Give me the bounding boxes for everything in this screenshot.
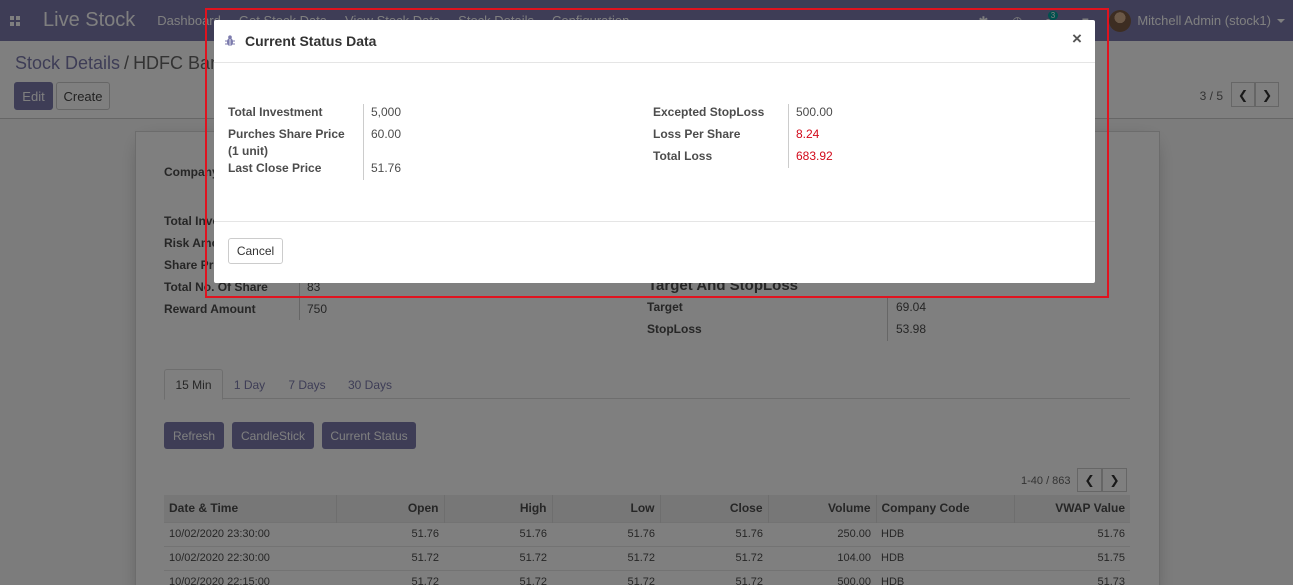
field-label: Last Close Price bbox=[228, 161, 322, 175]
modal-footer: Cancel bbox=[214, 221, 1095, 283]
field-value: 500.00 bbox=[796, 105, 833, 119]
current-status-dialog: Current Status Data × Total Investment 5… bbox=[214, 20, 1095, 283]
field-divider bbox=[363, 104, 364, 180]
field-label: Purches Share Price (1 unit) bbox=[228, 127, 345, 158]
field-divider bbox=[788, 104, 789, 168]
bug-icon bbox=[225, 35, 235, 46]
cancel-button[interactable]: Cancel bbox=[228, 238, 283, 264]
field-label: Total Loss bbox=[653, 149, 713, 163]
modal-header: Current Status Data × bbox=[214, 20, 1095, 63]
field-label: Loss Per Share bbox=[653, 127, 741, 141]
field-value: 51.76 bbox=[371, 161, 402, 175]
total-loss-value: 683.92 bbox=[796, 149, 833, 163]
field-label: Excepted StopLoss bbox=[653, 105, 765, 119]
highlight-box bbox=[205, 8, 1109, 298]
field-value: 60.00 bbox=[371, 127, 402, 141]
close-icon[interactable]: × bbox=[1072, 29, 1082, 48]
modal-title: Current Status Data bbox=[245, 33, 377, 49]
field-label: Total Investment bbox=[228, 105, 323, 119]
loss-per-share-value: 8.24 bbox=[796, 127, 820, 141]
field-value: 5,000 bbox=[371, 105, 402, 119]
